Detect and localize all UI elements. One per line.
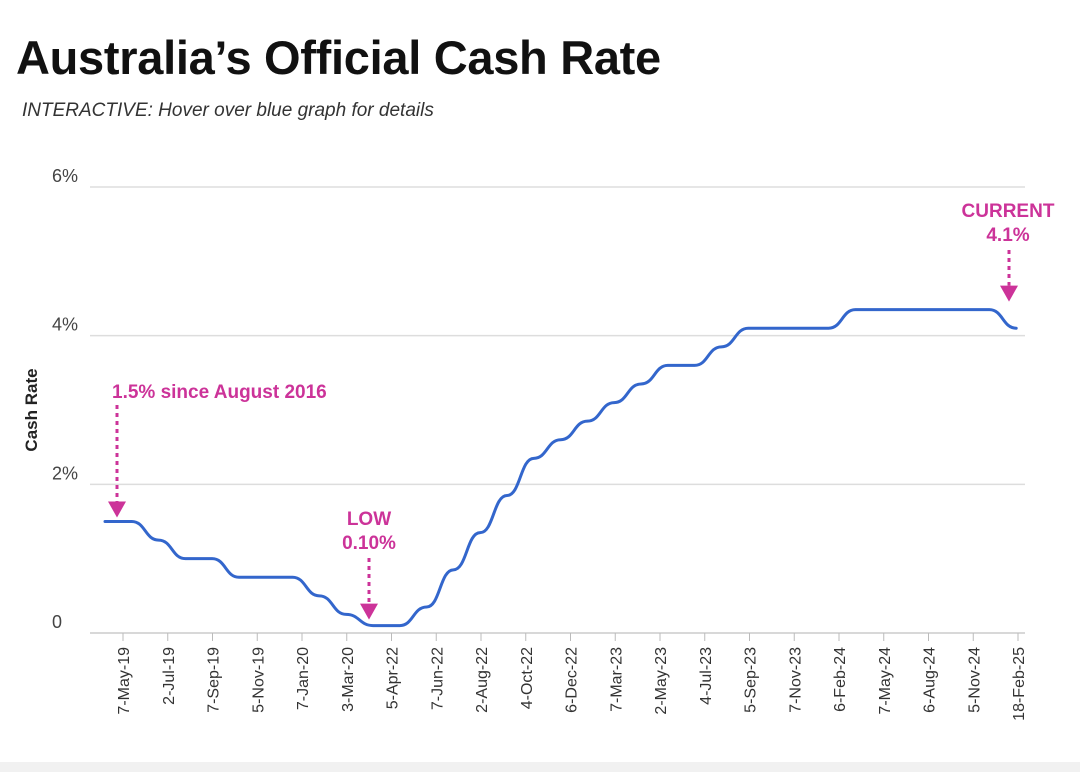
data-point[interactable] xyxy=(127,517,137,527)
annotation-1: LOW 0.10% xyxy=(342,509,396,620)
data-point[interactable] xyxy=(877,305,887,315)
annotation-label: 4.1% xyxy=(986,225,1029,246)
y-tick-label: 6% xyxy=(52,166,78,186)
x-tick-label: 18-Feb-25 xyxy=(1011,647,1028,721)
data-point[interactable] xyxy=(529,453,539,463)
data-point[interactable] xyxy=(850,305,860,315)
x-tick-label: 6-Feb-24 xyxy=(832,647,849,712)
x-tick-label: 7-May-24 xyxy=(877,647,894,715)
chart-subtitle: INTERACTIVE: Hover over blue graph for d… xyxy=(22,100,434,121)
data-point[interactable] xyxy=(448,565,458,575)
x-tick-label: 2-Aug-22 xyxy=(474,647,491,713)
annotation-2: CURRENT 4.1% xyxy=(962,201,1055,302)
series-layer[interactable] xyxy=(100,305,1021,631)
data-point[interactable] xyxy=(207,554,217,564)
x-tick-label: 6-Dec-22 xyxy=(564,647,581,713)
data-point[interactable] xyxy=(180,554,190,564)
data-point[interactable] xyxy=(100,517,110,527)
x-tick-label: 6-Aug-24 xyxy=(922,647,939,713)
data-point[interactable] xyxy=(931,305,941,315)
grid-lines xyxy=(90,186,1025,634)
annotation-arrow-head xyxy=(108,501,126,518)
data-point[interactable] xyxy=(636,379,646,389)
series-line-0[interactable] xyxy=(103,308,1018,628)
annotation-label: CURRENT xyxy=(962,201,1055,222)
data-point[interactable] xyxy=(743,323,753,333)
x-tick-label: 2-Jul-19 xyxy=(161,647,178,705)
x-tick-label: 7-May-19 xyxy=(116,647,133,715)
data-point[interactable] xyxy=(663,360,673,370)
data-point[interactable] xyxy=(368,621,378,631)
data-point[interactable] xyxy=(314,591,324,601)
x-tick-label: 7-Jan-20 xyxy=(295,647,312,710)
x-axis-ticks: 7-May-19 2-Jul-19 7-Sep-19 5-Nov-19 7-Jan-20… xyxy=(116,633,1028,721)
y-tick-label: 4% xyxy=(52,315,78,335)
x-tick-label: 5-Sep-23 xyxy=(743,647,760,713)
x-tick-label: 2-May-23 xyxy=(653,647,670,715)
x-tick-label: 4-Oct-22 xyxy=(519,647,536,709)
data-point[interactable] xyxy=(234,572,244,582)
annotation-label: LOW xyxy=(347,509,391,530)
data-point[interactable] xyxy=(984,305,994,315)
y-axis-ticks: 0 2% 4% 6% xyxy=(52,166,78,632)
data-point[interactable] xyxy=(475,528,485,538)
page-title: Australia’s Official Cash Rate xyxy=(16,31,661,84)
x-tick-label: 7-Sep-19 xyxy=(206,647,223,713)
data-point[interactable] xyxy=(341,609,351,619)
footer-bar xyxy=(0,762,1080,772)
data-point[interactable] xyxy=(582,416,592,426)
annotation-label: 0.10% xyxy=(342,533,396,554)
data-point[interactable] xyxy=(904,305,914,315)
x-tick-label: 5-Nov-24 xyxy=(966,647,983,713)
data-point[interactable] xyxy=(395,621,405,631)
y-tick-label: 2% xyxy=(52,463,78,483)
x-tick-label: 7-Mar-23 xyxy=(608,647,625,712)
data-point[interactable] xyxy=(288,572,298,582)
annotation-arrow-head xyxy=(360,603,378,620)
x-tick-label: 5-Nov-19 xyxy=(250,647,267,713)
x-tick-label: 3-Mar-20 xyxy=(340,647,357,712)
y-tick-label: 0 xyxy=(52,612,62,632)
x-tick-label: 4-Jul-23 xyxy=(698,647,715,705)
x-tick-label: 7-Jun-22 xyxy=(429,647,446,710)
annotation-0: 1.5% since August 2016 xyxy=(108,382,327,518)
data-point[interactable] xyxy=(1011,323,1021,333)
data-point[interactable] xyxy=(502,490,512,500)
data-point[interactable] xyxy=(824,323,834,333)
data-point[interactable] xyxy=(556,435,566,445)
annotation-arrow-head xyxy=(1000,285,1018,302)
data-point[interactable] xyxy=(609,398,619,408)
x-tick-label: 5-Apr-22 xyxy=(385,647,402,709)
data-point[interactable] xyxy=(716,342,726,352)
x-tick-label: 7-Nov-23 xyxy=(787,647,804,713)
annotation-label: 1.5% since August 2016 xyxy=(112,382,327,403)
data-point[interactable] xyxy=(958,305,968,315)
data-point[interactable] xyxy=(690,360,700,370)
data-point[interactable] xyxy=(770,323,780,333)
data-point[interactable] xyxy=(422,602,432,612)
data-point[interactable] xyxy=(261,572,271,582)
annotations-layer: 1.5% since August 2016 LOW 0.10% CURRENT 4.1… xyxy=(108,201,1055,620)
data-point[interactable] xyxy=(154,535,164,545)
data-point[interactable] xyxy=(797,323,807,333)
